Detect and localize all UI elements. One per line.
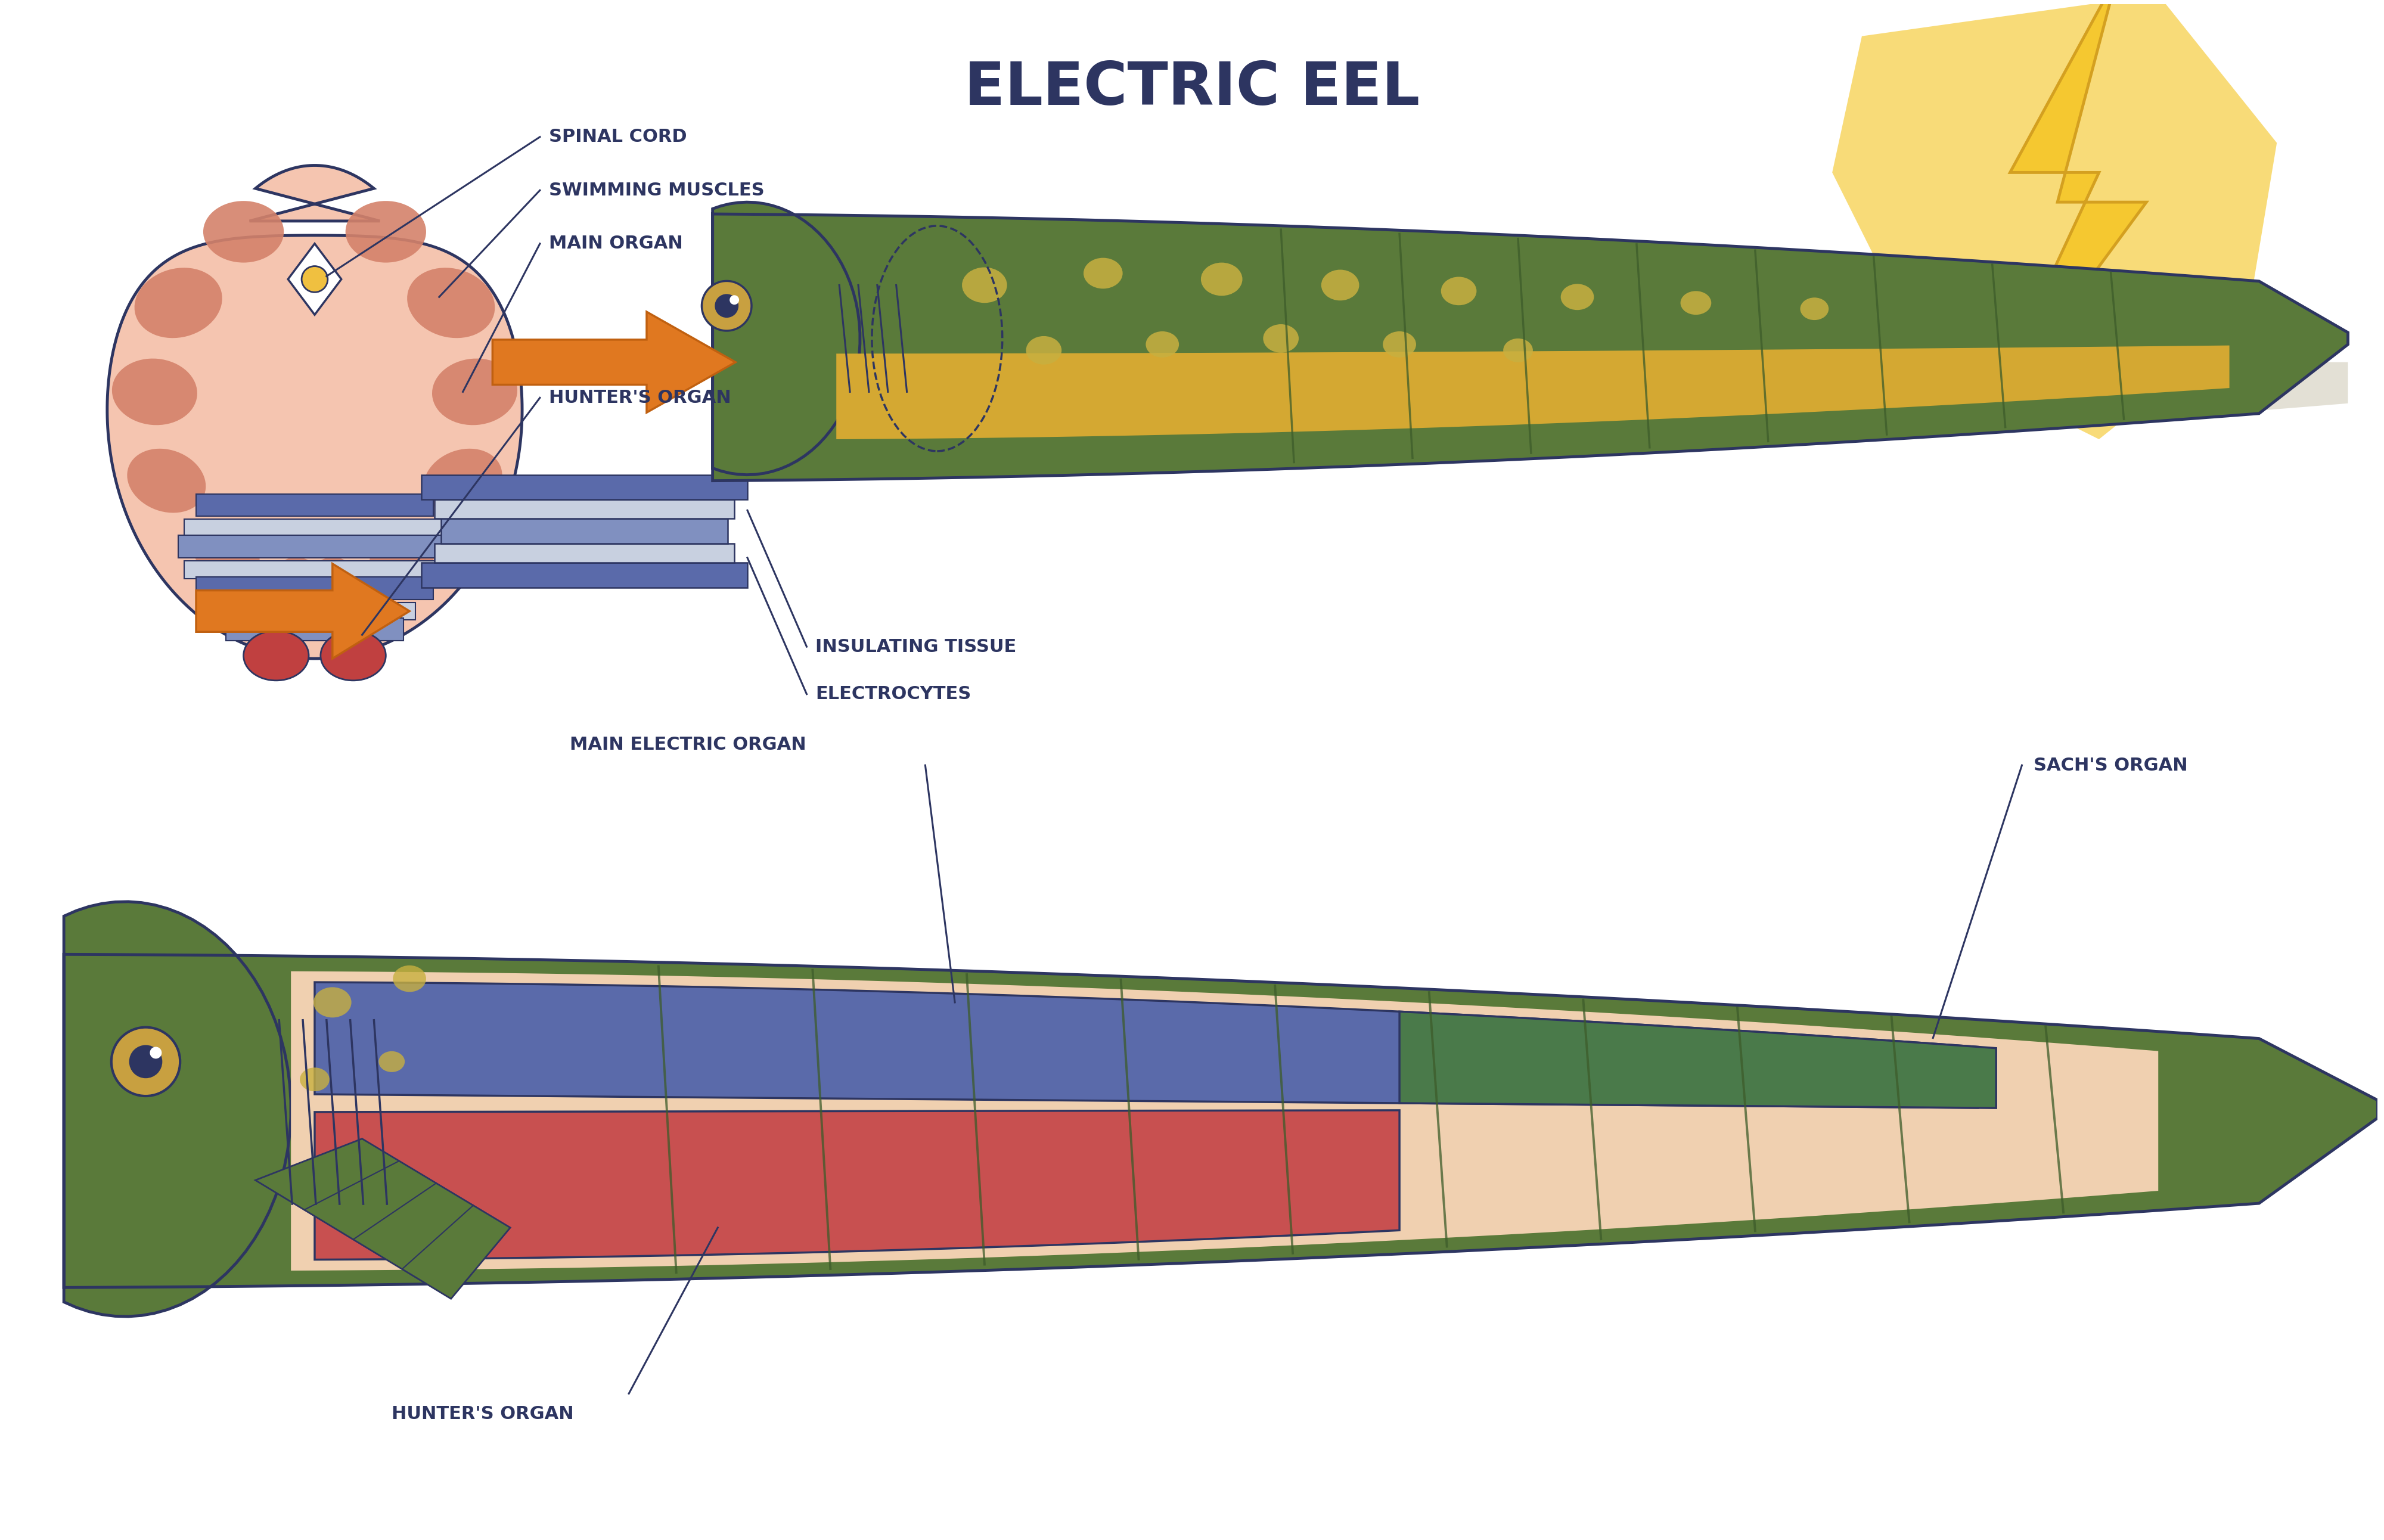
Ellipse shape <box>370 521 436 584</box>
Ellipse shape <box>1321 270 1359 300</box>
Ellipse shape <box>432 359 517 425</box>
Polygon shape <box>288 243 341 314</box>
Ellipse shape <box>303 266 327 293</box>
Ellipse shape <box>319 631 386 681</box>
Polygon shape <box>1578 348 2348 454</box>
Polygon shape <box>215 602 415 621</box>
Ellipse shape <box>1800 297 1829 320</box>
Text: HUNTER'S ORGAN: HUNTER'S ORGAN <box>391 1406 575 1423</box>
Ellipse shape <box>126 448 205 513</box>
Text: ELECTRIC EEL: ELECTRIC EEL <box>963 60 1421 117</box>
Ellipse shape <box>424 448 503 513</box>
Polygon shape <box>226 618 403 641</box>
Ellipse shape <box>1025 336 1061 365</box>
Polygon shape <box>315 1110 1399 1260</box>
Polygon shape <box>255 1138 510 1298</box>
Polygon shape <box>195 564 410 659</box>
Polygon shape <box>434 499 734 519</box>
Text: SWIMMING MUSCLES: SWIMMING MUSCLES <box>548 182 765 199</box>
Polygon shape <box>434 544 734 562</box>
Polygon shape <box>1399 1012 1995 1107</box>
Polygon shape <box>184 519 446 537</box>
Ellipse shape <box>298 557 355 618</box>
Polygon shape <box>195 494 434 516</box>
Ellipse shape <box>963 268 1006 303</box>
Ellipse shape <box>300 1067 329 1092</box>
Polygon shape <box>107 236 522 659</box>
Ellipse shape <box>393 966 427 992</box>
Ellipse shape <box>191 521 260 584</box>
Polygon shape <box>291 972 2158 1270</box>
Polygon shape <box>441 519 727 544</box>
Ellipse shape <box>715 294 739 317</box>
Polygon shape <box>64 901 2377 1317</box>
Ellipse shape <box>150 1047 162 1058</box>
Ellipse shape <box>1147 331 1180 357</box>
Ellipse shape <box>730 296 739 305</box>
Polygon shape <box>179 536 451 557</box>
Polygon shape <box>837 345 2229 439</box>
Ellipse shape <box>112 1027 181 1096</box>
Polygon shape <box>493 311 737 413</box>
Text: ELECTROCYTES: ELECTROCYTES <box>815 685 970 702</box>
Ellipse shape <box>1202 263 1242 296</box>
Polygon shape <box>195 578 434 599</box>
Ellipse shape <box>379 1052 405 1072</box>
Ellipse shape <box>1562 283 1595 310</box>
Ellipse shape <box>129 1046 162 1078</box>
Ellipse shape <box>274 557 331 618</box>
Polygon shape <box>250 165 379 222</box>
Ellipse shape <box>134 268 222 339</box>
Ellipse shape <box>346 200 427 263</box>
Text: SACH'S ORGAN: SACH'S ORGAN <box>2034 756 2189 775</box>
Ellipse shape <box>312 987 350 1018</box>
Ellipse shape <box>701 280 751 331</box>
Ellipse shape <box>1264 325 1299 353</box>
Ellipse shape <box>408 268 496 339</box>
Ellipse shape <box>1440 277 1476 305</box>
Ellipse shape <box>203 200 284 263</box>
Polygon shape <box>1981 0 2146 428</box>
Ellipse shape <box>243 631 310 681</box>
Text: MAIN ORGAN: MAIN ORGAN <box>548 236 682 253</box>
Polygon shape <box>713 202 2348 480</box>
Polygon shape <box>184 561 446 579</box>
Text: MAIN ELECTRIC ORGAN: MAIN ELECTRIC ORGAN <box>570 736 806 753</box>
Ellipse shape <box>112 359 198 425</box>
Ellipse shape <box>1504 339 1533 362</box>
Text: SPINAL CORD: SPINAL CORD <box>548 128 687 146</box>
Text: INSULATING TISSUE: INSULATING TISSUE <box>815 638 1016 656</box>
Polygon shape <box>422 562 749 587</box>
Ellipse shape <box>1681 291 1712 314</box>
Ellipse shape <box>1082 257 1123 288</box>
Text: HUNTER'S ORGAN: HUNTER'S ORGAN <box>548 390 732 407</box>
Polygon shape <box>315 983 1979 1107</box>
Polygon shape <box>1833 0 2277 439</box>
Polygon shape <box>422 474 749 499</box>
Ellipse shape <box>1383 331 1416 357</box>
